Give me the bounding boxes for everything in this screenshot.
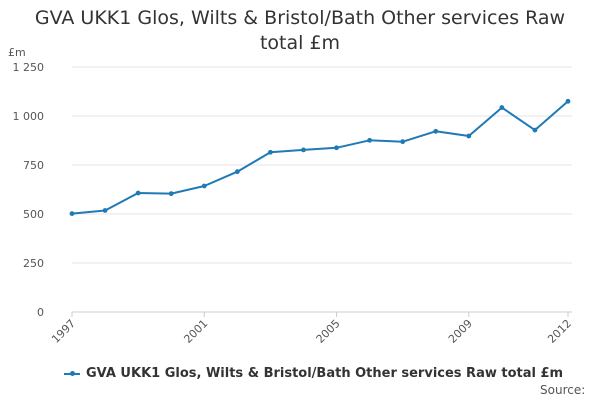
chart-title: GVA UKK1 Glos, Wilts & Bristol/Bath Othe… <box>34 7 566 54</box>
data-point-2000[interactable] <box>168 191 174 197</box>
data-point-1997[interactable] <box>69 211 75 217</box>
x-tick-label: 2009 <box>446 317 475 346</box>
legend-line-icon <box>64 369 80 379</box>
data-point-2010[interactable] <box>499 105 505 110</box>
x-tick-label: 1997 <box>49 317 78 346</box>
data-point-2003[interactable] <box>268 149 273 155</box>
legend-label: GVA UKK1 Glos, Wilts & Bristol/Bath Othe… <box>86 366 564 381</box>
data-point-2011[interactable] <box>532 127 538 133</box>
y-tick-label: 1 250 <box>13 61 45 74</box>
data-point-1998[interactable] <box>102 208 108 213</box>
x-tick-label: 2001 <box>181 317 210 346</box>
y-tick-label: 1 000 <box>13 110 45 123</box>
y-tick-label: 500 <box>23 208 44 221</box>
data-point-1999[interactable] <box>135 190 141 196</box>
data-point-2012[interactable] <box>565 98 571 104</box>
x-tick-label: 2005 <box>314 317 343 346</box>
data-point-2001[interactable] <box>201 183 207 189</box>
data-point-2009[interactable] <box>466 133 472 139</box>
x-tick-label: 2012 <box>545 317 574 346</box>
y-tick-label: 250 <box>23 257 44 270</box>
data-point-2006[interactable] <box>367 137 372 143</box>
data-point-2007[interactable] <box>400 139 406 145</box>
data-point-2005[interactable] <box>334 145 339 151</box>
data-point-2002[interactable] <box>234 169 240 175</box>
series-line <box>71 100 569 215</box>
data-point-2004[interactable] <box>301 147 306 153</box>
y-tick-label: 0 <box>37 306 44 319</box>
y-axis-label: £m <box>8 46 26 59</box>
legend[interactable]: GVA UKK1 Glos, Wilts & Bristol/Bath Othe… <box>64 366 563 381</box>
source-credit: Source: <box>540 383 586 397</box>
y-tick-label: 750 <box>23 159 44 172</box>
data-point-2008[interactable] <box>433 128 439 134</box>
